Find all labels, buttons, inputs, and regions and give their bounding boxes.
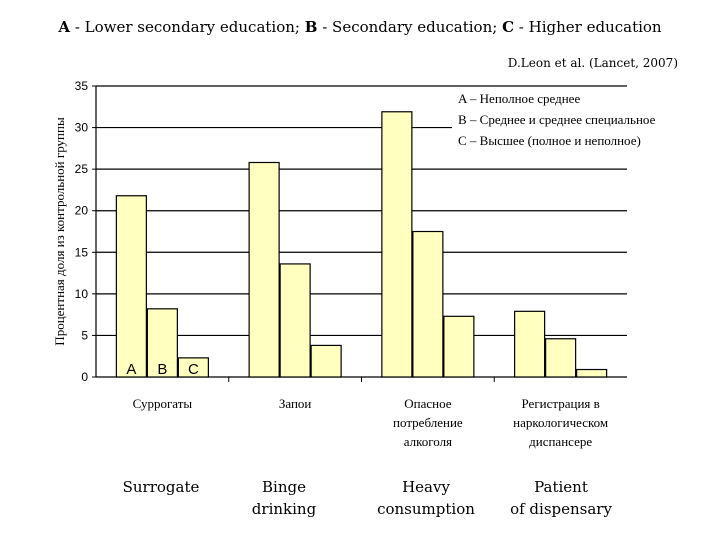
y-tick-label: 25 xyxy=(75,162,89,176)
y-tick-label: 35 xyxy=(75,79,89,93)
english-label-line: Surrogate xyxy=(122,478,200,496)
english-category-label: Surrogate xyxy=(91,476,231,498)
english-label-line: consumption xyxy=(377,500,475,518)
x-category-label: Запои xyxy=(279,396,312,411)
y-tick-label: 15 xyxy=(75,245,89,259)
english-label-line: of dispensary xyxy=(510,500,612,518)
bar-a xyxy=(514,310,546,378)
bar-b xyxy=(146,308,178,378)
legend-entry: B – Среднее и среднее специальное xyxy=(458,112,656,127)
bar-a xyxy=(381,111,413,378)
bar-letter-label: B xyxy=(157,361,167,378)
english-label-line: Heavy xyxy=(402,478,450,496)
legend-entry: A – Неполное среднее xyxy=(458,91,580,106)
x-category-label: потребление xyxy=(393,415,463,430)
y-axis-label: Процентная доля из контрольной группы xyxy=(52,117,67,346)
bar-a xyxy=(115,195,147,378)
english-category-label: Heavy consumption xyxy=(356,476,496,520)
y-tick-label: 30 xyxy=(75,121,89,135)
bar-b xyxy=(545,338,577,378)
bar-a xyxy=(248,161,280,378)
bar-c xyxy=(310,344,342,378)
y-tick-label: 0 xyxy=(81,370,88,384)
title-key-c: C xyxy=(502,18,515,36)
bar-letter-label: A xyxy=(126,361,136,378)
bar-b xyxy=(279,263,311,378)
title-text-b: - Secondary education; xyxy=(317,18,503,36)
title-key-b: B xyxy=(304,18,318,36)
source-citation: D.Leon et al. (Lancet, 2007) xyxy=(507,56,678,70)
legend-entry: C – Высшее (полное и неполное) xyxy=(458,133,641,148)
english-label-line: Binge xyxy=(262,478,306,496)
title-text-c: - Higher education xyxy=(514,18,662,36)
x-category-label: наркологическом xyxy=(513,415,608,430)
x-category-label: Суррогаты xyxy=(133,396,193,411)
bar-b xyxy=(412,230,444,378)
english-label-line: drinking xyxy=(251,500,317,518)
chart-title: A - Lower secondary education; B - Secon… xyxy=(0,18,720,36)
x-category-label: алкоголя xyxy=(404,434,452,449)
title-text-a: - Lower secondary education; xyxy=(70,18,305,36)
bar-c xyxy=(177,357,209,378)
english-category-label: Patient of dispensary xyxy=(491,476,631,520)
x-category-label: диспансере xyxy=(529,434,592,449)
bar-c xyxy=(576,368,608,378)
bar-c xyxy=(443,315,475,378)
y-tick-label: 5 xyxy=(81,328,88,342)
legend-box xyxy=(452,90,688,162)
y-tick-label: 20 xyxy=(75,204,89,218)
x-category-label: Опасное xyxy=(404,396,452,411)
title-key-a: A xyxy=(58,18,71,36)
english-label-line: Patient xyxy=(534,478,588,496)
x-category-label: Регистрация в xyxy=(521,396,599,411)
bar-letter-label: C xyxy=(188,361,199,378)
y-tick-label: 10 xyxy=(75,287,89,301)
english-category-label: Binge drinking xyxy=(214,476,354,520)
